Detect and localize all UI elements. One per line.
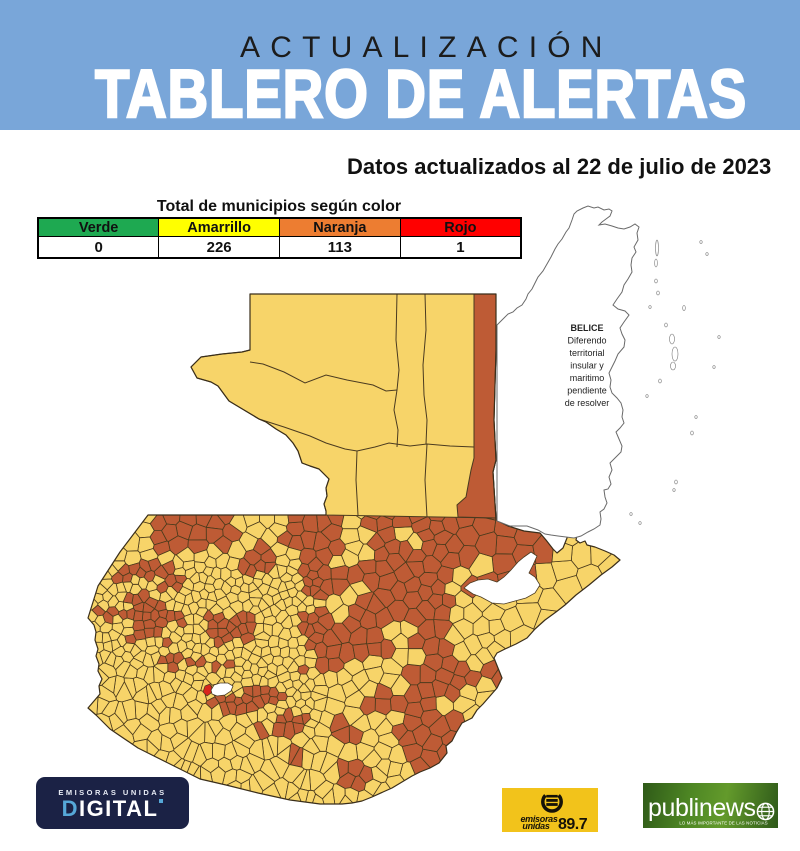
svg-text:Diferendo: Diferendo [567, 336, 606, 346]
svg-text:maritimo: maritimo [570, 373, 605, 383]
svg-text:BELICE: BELICE [570, 323, 603, 333]
svg-text:emisoras: emisoras [520, 814, 557, 824]
svg-text:insular y: insular y [570, 361, 604, 371]
svg-text:pendiente: pendiente [567, 386, 607, 396]
svg-text:territorial: territorial [569, 348, 604, 358]
svg-text:89.7: 89.7 [558, 816, 588, 832]
svg-text:de resolver: de resolver [565, 398, 610, 408]
svg-text:unidas: unidas [522, 821, 549, 831]
